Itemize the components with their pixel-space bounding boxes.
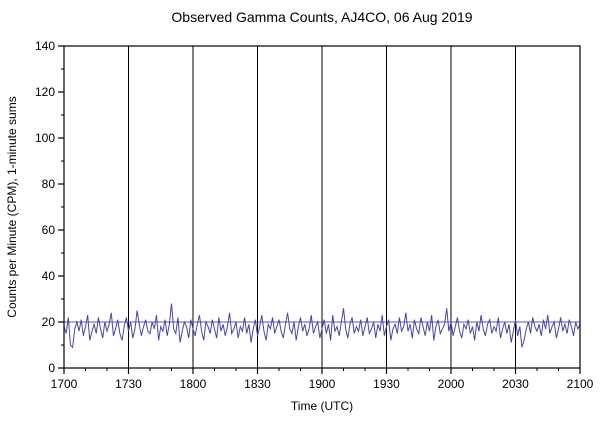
x-axis-label: Time (UTC) — [291, 399, 353, 413]
x-axis-tick-label: 1730 — [115, 377, 142, 391]
y-axis-tick-label: 60 — [42, 223, 56, 237]
y-axis-tick-label: 140 — [35, 39, 55, 53]
gamma-counts-series-line — [63, 303, 581, 349]
x-axis-tick-label: 1800 — [180, 377, 207, 391]
chart-title: Observed Gamma Counts, AJ4CO, 06 Aug 201… — [171, 9, 472, 25]
x-axis-tick-label: 1900 — [309, 377, 336, 391]
y-axis-label: Counts per Minute (CPM), 1-minute sums — [5, 96, 19, 317]
y-axis-tick-label: 80 — [42, 177, 56, 191]
y-axis-tick-label: 120 — [35, 85, 55, 99]
y-axis-tick-label: 0 — [48, 361, 55, 375]
y-axis-tick-label: 100 — [35, 131, 55, 145]
x-axis-tick-label: 2030 — [502, 377, 529, 391]
x-axis-tick-label: 2000 — [438, 377, 465, 391]
x-axis-tick-label: 2100 — [567, 377, 594, 391]
x-axis-tick-label: 1700 — [51, 377, 78, 391]
x-axis-tick-label: 1830 — [244, 377, 271, 391]
y-axis-tick-label: 40 — [42, 269, 56, 283]
x-axis-tick-label: 1930 — [373, 377, 400, 391]
y-axis-tick-label: 20 — [42, 315, 56, 329]
